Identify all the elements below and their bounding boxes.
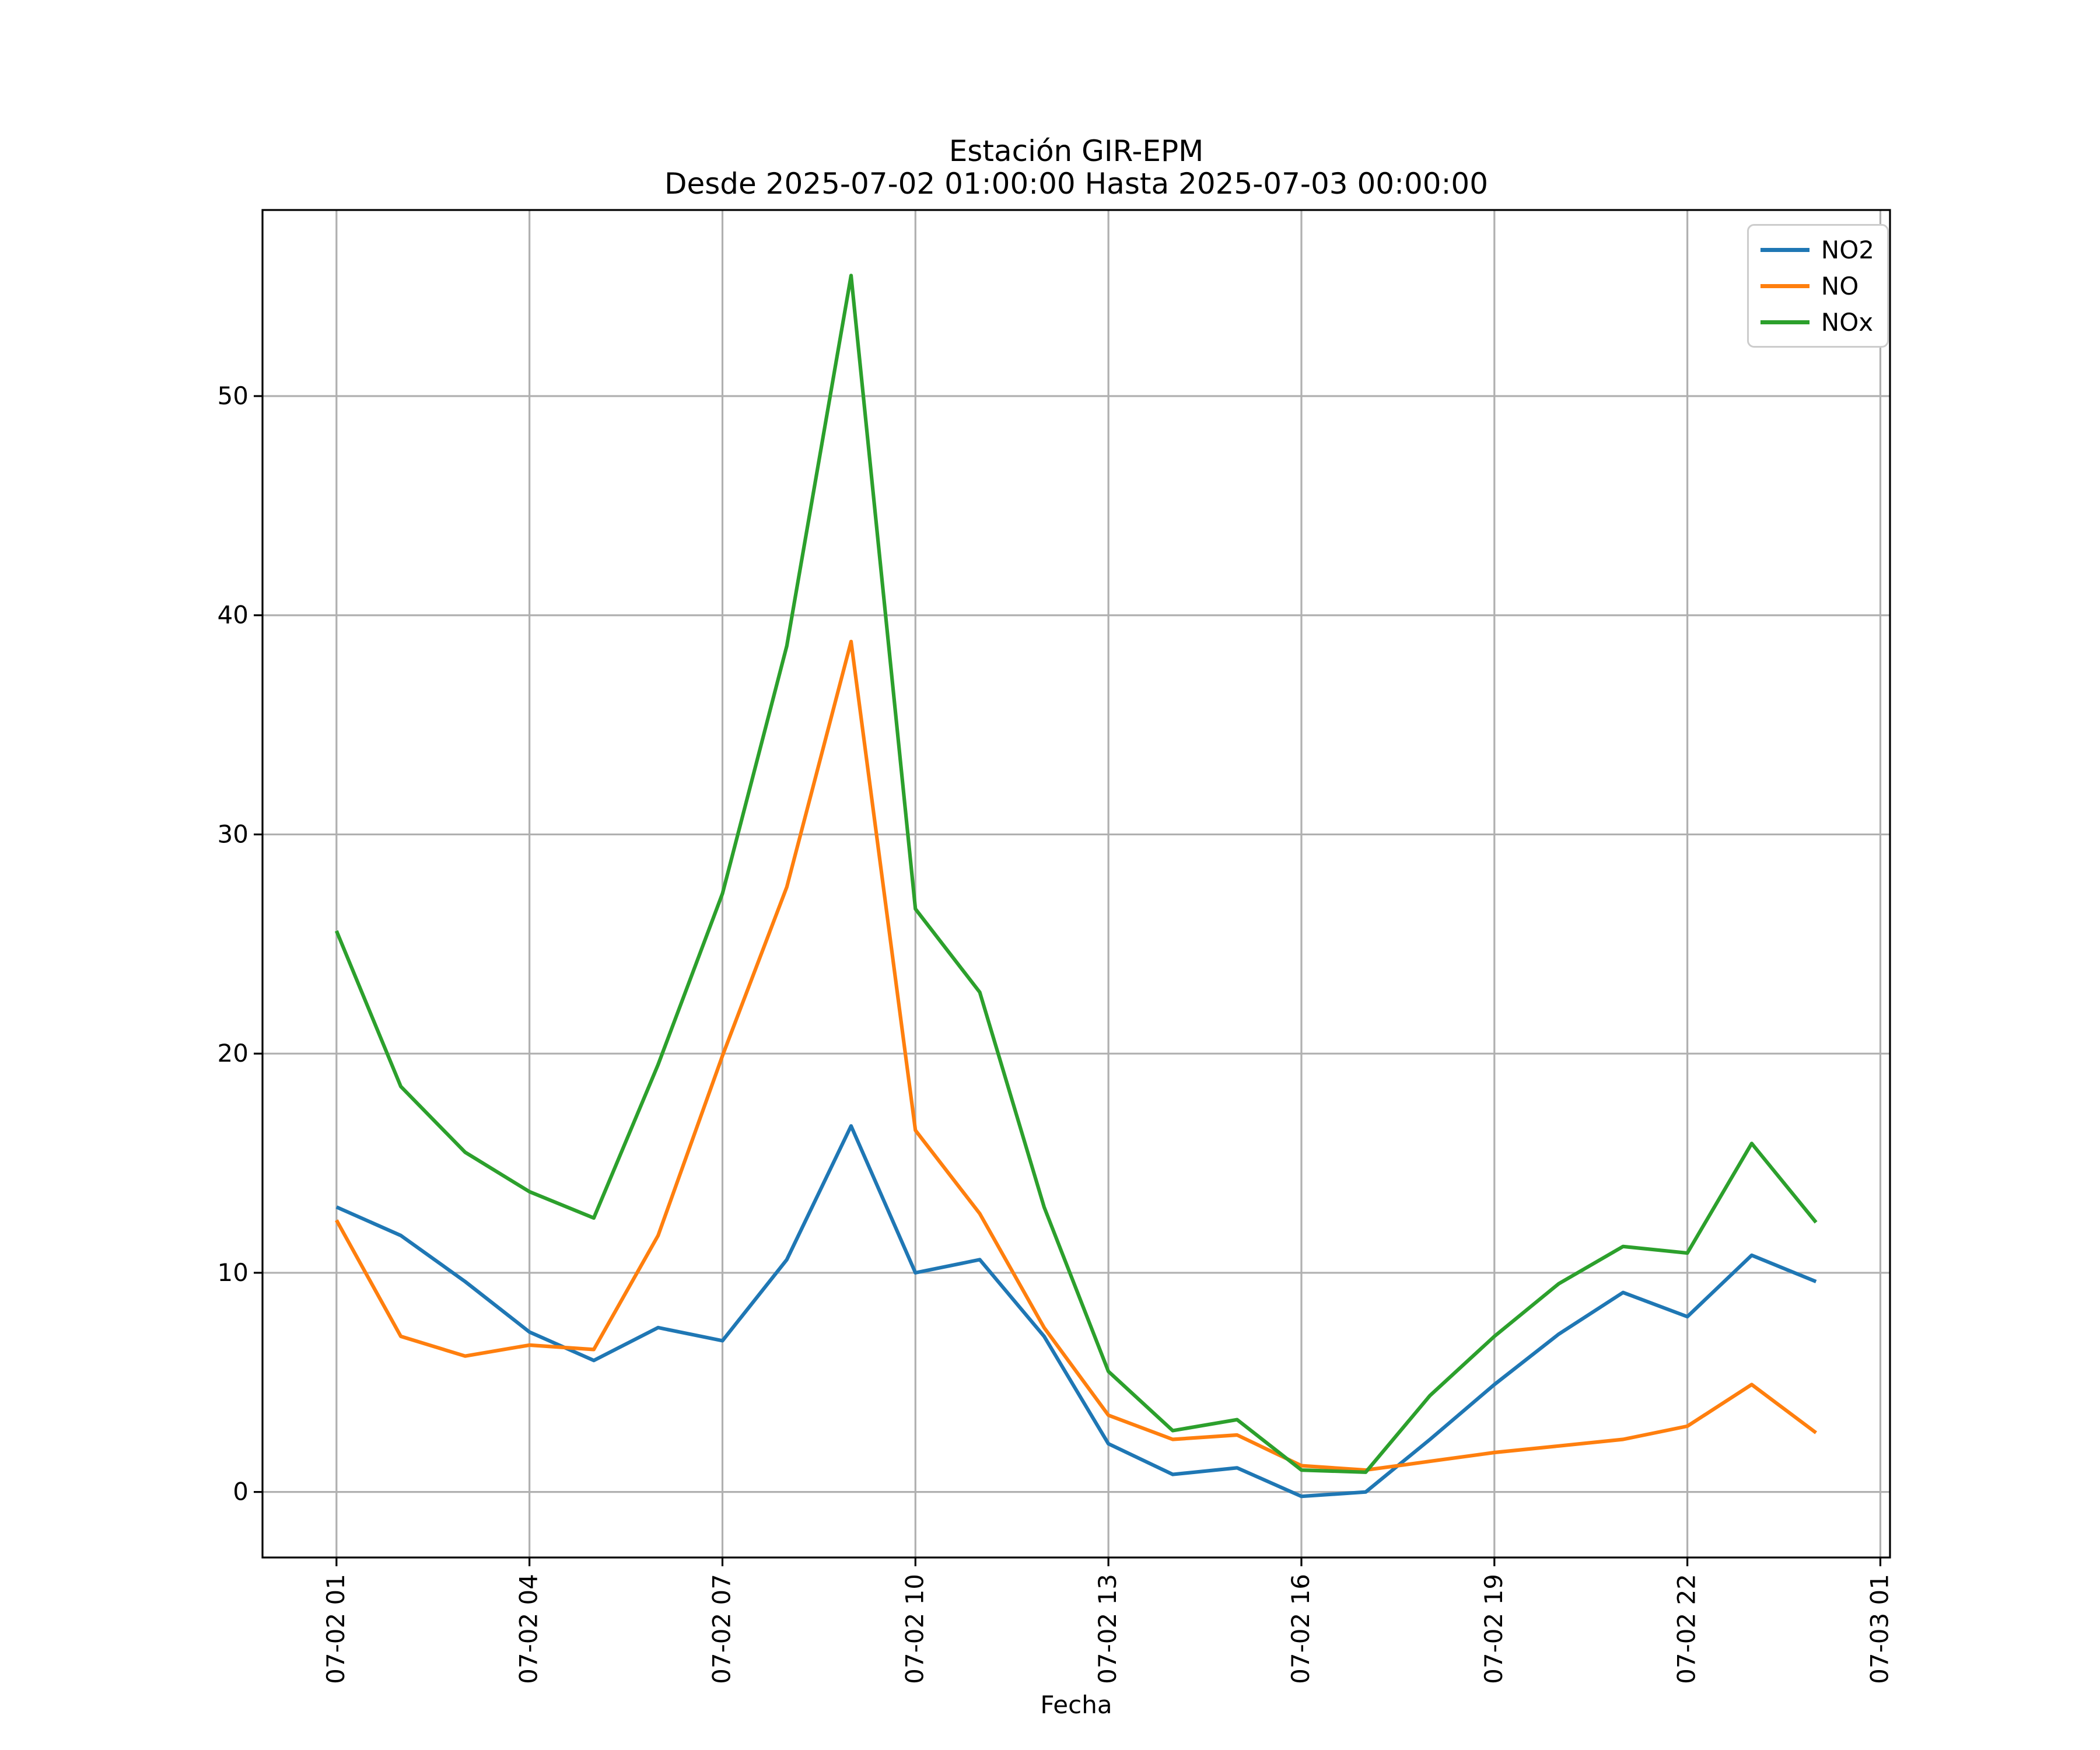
x-tick-label: 07-03 01 bbox=[1865, 1574, 1894, 1684]
legend-swatch-no bbox=[1760, 284, 1810, 288]
y-tick-label: 10 bbox=[218, 1258, 249, 1287]
page-title: Estación GIR-EPM bbox=[949, 134, 1204, 168]
axes-frame bbox=[261, 209, 1891, 1559]
legend-label-no2: NO2 bbox=[1821, 235, 1874, 264]
x-tick-label: 07-02 19 bbox=[1479, 1574, 1508, 1684]
chart-title-block: Estación GIR-EPM Desde 2025-07-02 01:00:… bbox=[262, 135, 1890, 200]
legend-item-nox: NOx bbox=[1760, 304, 1874, 340]
legend-label-nox: NOx bbox=[1821, 307, 1874, 337]
x-tick-label: 07-02 01 bbox=[321, 1574, 350, 1684]
series-line-no2 bbox=[335, 1124, 1817, 1499]
legend-swatch-nox bbox=[1760, 320, 1810, 324]
y-tick-label: 30 bbox=[218, 820, 249, 848]
legend: NO2 NO NOx bbox=[1746, 224, 1889, 348]
legend-swatch-no2 bbox=[1760, 247, 1810, 252]
y-tick-label: 20 bbox=[218, 1039, 249, 1068]
y-tick-label: 50 bbox=[218, 382, 249, 410]
page-subtitle: Desde 2025-07-02 01:00:00 Hasta 2025-07-… bbox=[664, 167, 1489, 201]
x-tick-label: 07-02 16 bbox=[1286, 1574, 1315, 1684]
x-tick-label: 07-02 10 bbox=[900, 1574, 929, 1684]
x-tick-label: 07-02 04 bbox=[514, 1574, 543, 1684]
x-tick-label: 07-02 07 bbox=[707, 1574, 736, 1684]
x-axis-label: Fecha bbox=[1040, 1690, 1112, 1719]
legend-item-no: NO bbox=[1760, 268, 1874, 304]
series-line-no bbox=[335, 639, 1818, 1472]
y-tick-label: 40 bbox=[218, 601, 249, 629]
series-line-nox bbox=[334, 274, 1818, 1474]
legend-label-no: NO bbox=[1821, 271, 1859, 300]
legend-item-no2: NO2 bbox=[1760, 232, 1874, 268]
x-tick-label: 07-02 22 bbox=[1672, 1574, 1701, 1684]
y-tick-label: 0 bbox=[233, 1478, 249, 1506]
x-tick-label: 07-02 13 bbox=[1093, 1574, 1122, 1684]
